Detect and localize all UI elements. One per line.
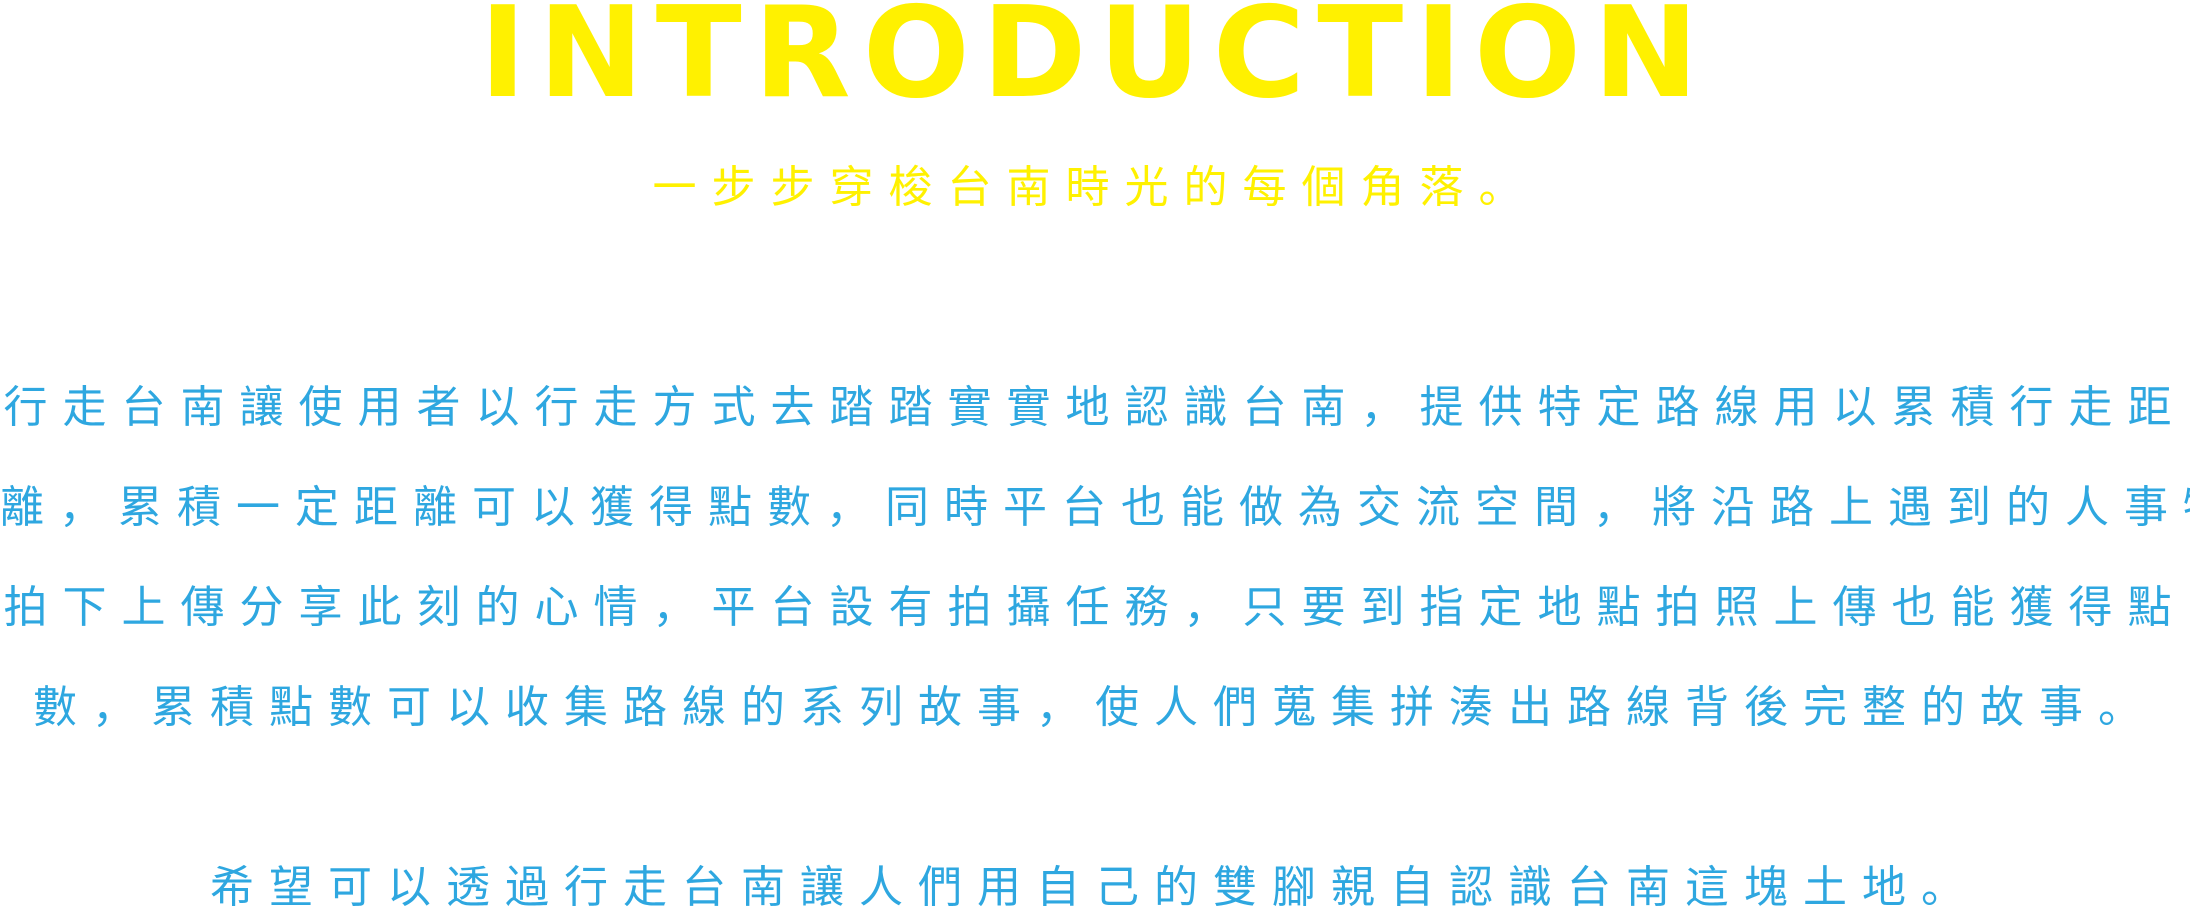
intro-paragraph-line: 離，累積一定距離可以獲得點數，同時平台也能做為交流空間，將沿路上遇到的人事物 [0, 458, 2190, 558]
intro-paragraph: 行走台南讓使用者以行走方式去踏踏實實地認識台南，提供特定路線用以累積行走距 離，… [0, 358, 2190, 758]
section-title: INTRODUCTION [0, 0, 2190, 128]
intro-paragraph-line: 數，累積點數可以收集路線的系列故事，使人們蒐集拼湊出路線背後完整的故事。 [0, 658, 2190, 758]
section-subtitle: 一步步穿梭台南時光的每個角落。 [0, 160, 2190, 216]
closing-paragraph: 希望可以透過行走台南讓人們用自己的雙腳親自認識台南這塊土地。 [0, 860, 2190, 916]
intro-paragraph-line: 行走台南讓使用者以行走方式去踏踏實實地認識台南，提供特定路線用以累積行走距 [0, 358, 2190, 458]
intro-paragraph-line: 拍下上傳分享此刻的心情，平台設有拍攝任務，只要到指定地點拍照上傳也能獲得點 [0, 558, 2190, 658]
